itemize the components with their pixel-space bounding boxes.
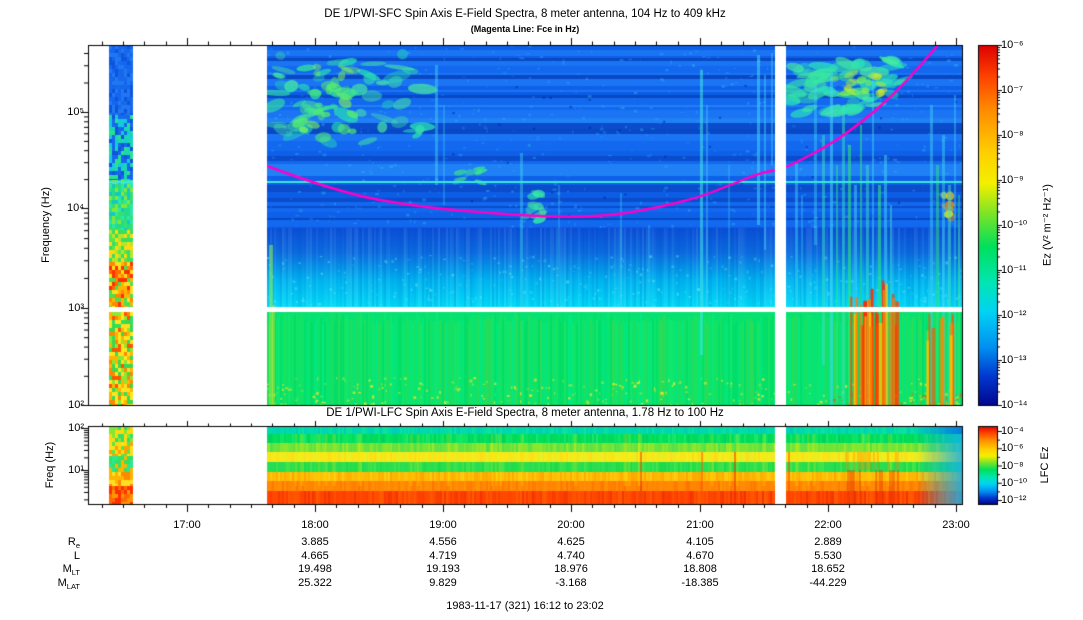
time-tick-label: 21:00: [686, 519, 714, 531]
table-cell: 19.193: [426, 563, 460, 575]
lfc-colorbar-tick-label: 10⁻⁸: [1001, 460, 1024, 472]
time-tick-label: 17:00: [173, 519, 201, 531]
table-cell: 4.625: [557, 536, 585, 548]
table-cell: 2.889: [814, 536, 842, 548]
sfc-y-axis-label: Frequency (Hz): [40, 187, 52, 263]
time-tick-label: 19:00: [429, 519, 457, 531]
table-cell: 18.652: [811, 563, 845, 575]
sfc-y-tick-label: 10²: [68, 399, 84, 411]
time-tick-label: 23:00: [942, 519, 970, 531]
table-cell: 19.498: [298, 563, 332, 575]
sfc-colorbar-tick-label: 10⁻⁶: [1001, 39, 1024, 51]
table-cell: 4.740: [557, 549, 585, 562]
table-row-label: MLT: [62, 563, 80, 578]
table-row-label: MLAT: [57, 576, 80, 591]
sfc-colorbar-tick-label: 10⁻¹³: [1001, 354, 1027, 366]
table-cell: 9.829: [429, 576, 457, 589]
lfc-colorbar-tick-label: 10⁻¹⁰: [1001, 477, 1028, 489]
lfc-colorbar-tick-label: 10⁻⁴: [1001, 425, 1024, 437]
sfc-colorbar-tick-label: 10⁻⁸: [1001, 129, 1024, 141]
table-cell: 5.530: [814, 549, 842, 562]
lfc-title: DE 1/PWI-LFC Spin Axis E-Field Spectra, …: [326, 407, 724, 419]
table-cell: 4.665: [301, 549, 329, 562]
table-cell: 18.808: [683, 563, 717, 575]
sfc-y-tick-label: 10⁵: [67, 106, 84, 118]
table-cell: 4.719: [429, 549, 457, 562]
sfc-colorbar-tick-label: 10⁻¹⁰: [1001, 219, 1028, 231]
sfc-y-tick-label: 10⁴: [67, 202, 84, 214]
time-tick-label: 18:00: [301, 519, 329, 531]
table-row-label: Re: [67, 536, 80, 551]
time-tick-label: 22:00: [814, 519, 842, 531]
sfc-subtitle: (Magenta Line: Fce in Hz): [470, 24, 580, 34]
lfc-y-tick-label: 10¹: [68, 464, 84, 476]
sfc-colorbar-tick-label: 10⁻¹⁴: [1001, 399, 1028, 411]
sfc-title: DE 1/PWI-SFC Spin Axis E-Field Spectra, …: [324, 8, 726, 20]
table-row-label: L: [73, 549, 80, 562]
sfc-colorbar-tick-label: 10⁻¹²: [1001, 309, 1027, 321]
table-cell: 18.976: [554, 563, 588, 575]
table-cell: 25.322: [298, 576, 332, 589]
table-cell: 4.105: [686, 536, 714, 548]
lfc-colorbar-tick-label: 10⁻¹²: [1001, 494, 1027, 506]
sfc-y-tick-label: 10³: [68, 302, 84, 314]
date-range-label: 1983-11-17 (321) 16:12 to 23:02: [446, 600, 604, 612]
lfc-colorbar-tick-label: 10⁻⁶: [1001, 442, 1024, 454]
sfc-colorbar-tick-label: 10⁻⁷: [1001, 84, 1024, 96]
table-cell: 3.885: [301, 536, 329, 548]
time-tick-label: 20:00: [557, 519, 585, 531]
table-cell: -18.385: [681, 576, 719, 589]
table-cell: -3.168: [555, 576, 587, 589]
table-cell: 4.556: [429, 536, 457, 548]
sfc-colorbar-tick-label: 10⁻¹¹: [1001, 264, 1027, 276]
lfc-y-tick-label: 10²: [68, 422, 84, 434]
table-cell: 4.670: [686, 549, 714, 562]
table-cell: -44.229: [809, 576, 847, 589]
sfc-colorbar-tick-label: 10⁻⁹: [1001, 174, 1024, 186]
